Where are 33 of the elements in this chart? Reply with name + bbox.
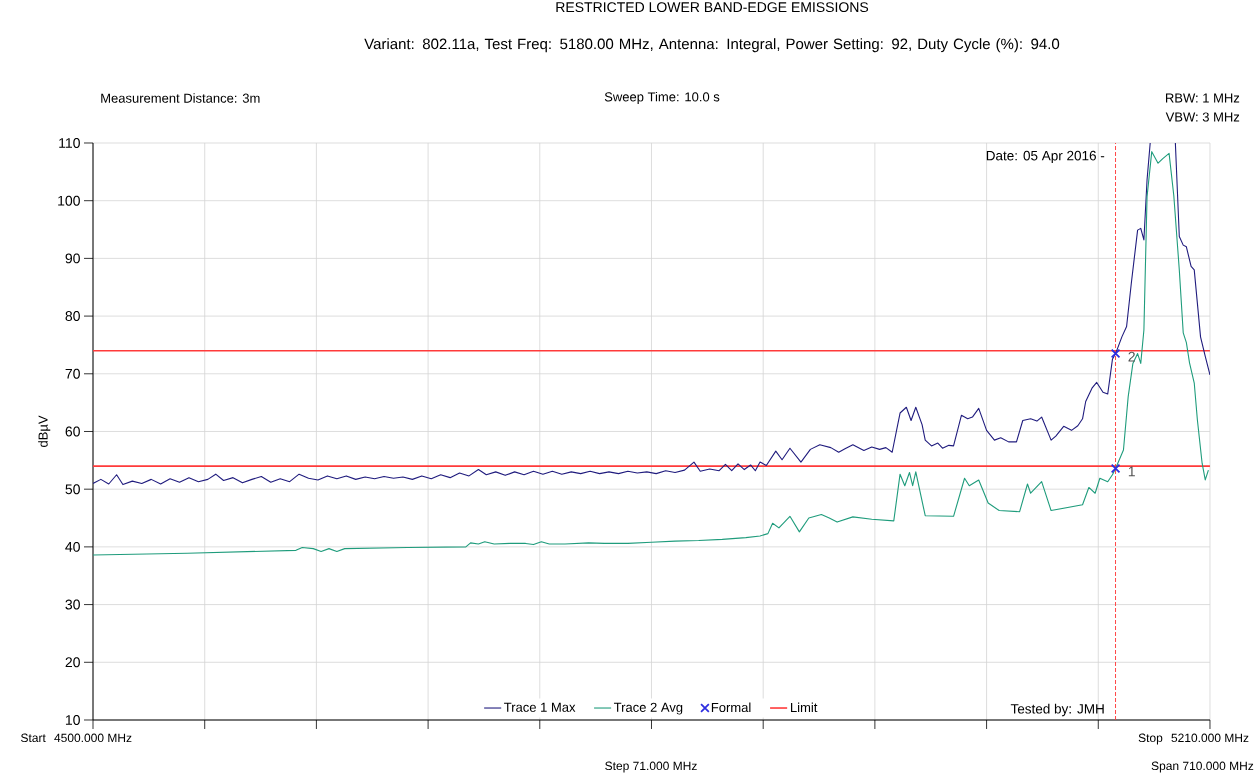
y-tick-label: 60 — [65, 426, 80, 437]
text: Span 710.000 MHz — [1151, 761, 1254, 773]
text: Measurement Distance: 3m — [101, 93, 260, 103]
annotation: Date: 05 Apr 2016 - — [986, 150, 1105, 164]
y-tick-label: 20 — [65, 657, 80, 668]
text: Sweep Time: 10.0 s — [604, 91, 720, 105]
text: VBW: 3 MHz — [1165, 112, 1240, 122]
annotation: 2 — [1128, 351, 1135, 362]
chart-subtitle: Variant: 802.11a, Test Freq: 5180.00 MHz, Antenna: Integral, Power Setting: 92, Duty Cycle (%): 94.0 — [364, 38, 1060, 53]
legend-label: Trace 2 Avg — [613, 702, 683, 715]
legend-label: Trace 1 Max — [504, 702, 576, 712]
y-tick-label: 90 — [65, 253, 80, 264]
text: Stop — [1138, 733, 1163, 745]
chart-title: RESTRICTED LOWER BAND-EDGE EMISSIONS — [556, 2, 869, 13]
y-tick-label: 10 — [65, 715, 80, 725]
annotation: 1 — [1128, 466, 1135, 477]
y-tick-label: 100 — [58, 195, 80, 206]
y-axis-title: dBµV — [38, 415, 51, 447]
x-tick-label: 5210.000 MHz — [1171, 733, 1249, 743]
legend-label: Limit — [791, 702, 818, 713]
annotation: Tested by: JMH — [1010, 703, 1104, 717]
y-tick-label: 50 — [65, 484, 80, 495]
text: RBW: 1 MHz — [1166, 93, 1240, 103]
line-series — [93, 151, 1209, 556]
y-tick-label: 40 — [65, 541, 80, 552]
text: Start — [21, 733, 46, 743]
legend-label: Formal — [711, 702, 751, 713]
y-tick-label: 110 — [59, 138, 80, 148]
y-tick-label: 80 — [65, 311, 80, 322]
y-tick-label: 70 — [65, 368, 80, 379]
text: Step 71.000 MHz — [605, 761, 697, 773]
x-tick-label: 4500.000 MHz — [54, 733, 132, 743]
y-tick-label: 30 — [65, 599, 80, 610]
